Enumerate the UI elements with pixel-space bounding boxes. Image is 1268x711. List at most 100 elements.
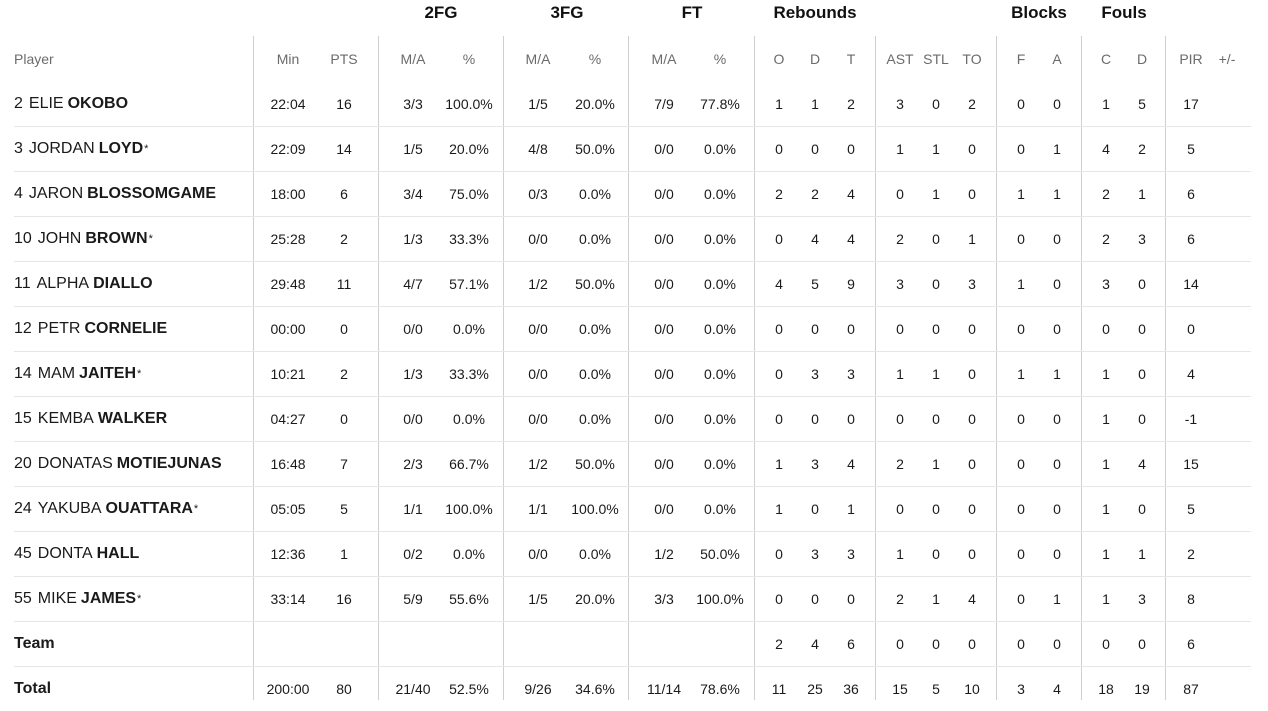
cell-foul-d: 0: [1138, 365, 1146, 382]
cell-foul-c: 3: [1102, 275, 1110, 292]
cell-3fg-ma: 0/0: [528, 545, 548, 562]
player-name-link[interactable]: 3 JORDAN LOYD *: [14, 126, 148, 171]
column-header-2fg-pct[interactable]: %: [462, 50, 476, 67]
cell-stl: 1: [932, 185, 940, 202]
column-header-stl[interactable]: STL: [923, 50, 949, 67]
player-name-link[interactable]: 2 ELIE OKOBO: [14, 81, 129, 126]
player-name-link[interactable]: 15 KEMBA WALKER: [14, 396, 168, 441]
cell-pts: 80: [336, 680, 352, 697]
column-header-ft-pct[interactable]: %: [713, 50, 727, 67]
divider: [875, 36, 876, 700]
player-name-link[interactable]: 11 ALPHA DIALLO: [14, 261, 154, 306]
column-header-2fg-ma[interactable]: M/A: [400, 50, 426, 67]
team-row: Team 2 4 6 0 0 0 0 0 0 0 6: [14, 621, 1251, 667]
column-header-foul-d[interactable]: D: [1136, 50, 1148, 67]
column-header-ast[interactable]: AST: [886, 50, 914, 67]
cell-pts: 6: [340, 185, 348, 202]
cell-2fg-pct: 66.7%: [449, 455, 489, 472]
cell-pts: 2: [340, 365, 348, 382]
player-last-name: HALL: [96, 544, 140, 562]
cell-pir: 6: [1187, 185, 1195, 202]
table-row: 10 JOHN BROWN * 25:28 2 1/3 33.3% 0/0 0.0% 0/0 0.0%…: [14, 216, 1251, 262]
player-number: 24: [14, 499, 32, 517]
column-header-min[interactable]: Min: [276, 50, 300, 67]
cell-reb-o: 1: [775, 455, 783, 472]
column-header-to[interactable]: TO: [962, 50, 982, 67]
cell-reb-d: 0: [811, 140, 819, 157]
cell-foul-c: 0: [1102, 635, 1110, 652]
cell-foul-c: 0: [1102, 320, 1110, 337]
player-name-link[interactable]: 24 YAKUBA OUATTARA *: [14, 486, 198, 531]
column-header-reb-t[interactable]: T: [846, 50, 856, 67]
cell-reb-t: 6: [847, 635, 855, 652]
cell-3fg-ma: 9/26: [524, 680, 552, 697]
cell-2fg-pct: 75.0%: [449, 185, 489, 202]
column-header-blk-f[interactable]: F: [1016, 50, 1026, 67]
column-header-player[interactable]: Player: [14, 50, 54, 67]
column-header-reb-o[interactable]: O: [773, 50, 785, 67]
player-name-link[interactable]: 55 MIKE JAMES *: [14, 576, 141, 621]
column-header-row: Player Min PTS M/A% M/A% M/A% O D T AST STL TO F A C D P…: [14, 36, 1251, 81]
column-header-pir[interactable]: PIR: [1179, 50, 1203, 67]
cell-to: 0: [968, 500, 976, 517]
cell-pir: 14: [1183, 275, 1199, 292]
player-first-name: DONATAS: [37, 454, 113, 472]
column-header-3fg-ma[interactable]: M/A: [525, 50, 551, 67]
player-name-link[interactable]: 10 JOHN BROWN *: [14, 216, 153, 261]
cell-min: 22:09: [270, 140, 306, 157]
cell-2fg-ma: 3/4: [403, 185, 423, 202]
cell-ft-pct: 0.0%: [704, 455, 736, 472]
starter-mark: *: [137, 367, 142, 380]
player-name-link[interactable]: 4 JARON BLOSSOMGAME: [14, 171, 217, 216]
cell-pts: 5: [340, 500, 348, 517]
player-first-name: MAM: [37, 364, 76, 382]
table-row: 55 MIKE JAMES * 33:14 16 5/9 55.6% 1/5 20.0% 3/3 10…: [14, 576, 1251, 622]
cell-3fg-ma: 0/0: [528, 410, 548, 427]
column-header-blk-a[interactable]: A: [1052, 50, 1062, 67]
cell-3fg-ma: 0/0: [528, 320, 548, 337]
player-name-link[interactable]: 45 DONTA HALL: [14, 531, 140, 576]
column-header-plus-minus[interactable]: +/-: [1218, 50, 1236, 67]
table-row: 4 JARON BLOSSOMGAME 18:00 6 3/4 75.0% 0/3 0.0% 0/…: [14, 171, 1251, 217]
player-last-name: BROWN: [85, 229, 148, 247]
table-row: 20 DONATAS MOTIEJUNAS 16:48 7 2/3 66.7% 1/2 50.0…: [14, 441, 1251, 487]
cell-min: 25:28: [270, 230, 306, 247]
cell-ft-ma: 0/0: [654, 410, 674, 427]
cell-reb-o: 0: [775, 365, 783, 382]
team-label: Team: [14, 634, 55, 652]
player-last-name: DIALLO: [93, 274, 153, 292]
cell-3fg-pct: 100.0%: [571, 500, 619, 517]
cell-blk-f: 0: [1017, 230, 1025, 247]
cell-min: 200:00: [266, 680, 310, 697]
player-name-link[interactable]: 14 MAM JAITEH *: [14, 351, 141, 396]
column-header-3fg-pct[interactable]: %: [588, 50, 602, 67]
player-last-name: BLOSSOMGAME: [87, 184, 217, 202]
column-header-pts[interactable]: PTS: [330, 50, 358, 67]
cell-ast: 0: [896, 500, 904, 517]
player-name-link[interactable]: 20 DONATAS MOTIEJUNAS: [14, 441, 223, 486]
column-header-ft-ma[interactable]: M/A: [651, 50, 677, 67]
cell-foul-c: 1: [1102, 455, 1110, 472]
cell-foul-d: 0: [1138, 500, 1146, 517]
cell-ast: 3: [896, 275, 904, 292]
cell-2fg-ma: 1/3: [403, 230, 423, 247]
player-number: 55: [14, 589, 32, 607]
divider: [1081, 36, 1082, 700]
group-header-row: 2FG 3FG FT Rebounds Blocks Fouls: [0, 0, 1268, 36]
cell-reb-t: 0: [847, 410, 855, 427]
cell-reb-o: 0: [775, 410, 783, 427]
cell-ast: 1: [896, 140, 904, 157]
cell-reb-o: 11: [771, 680, 787, 697]
player-last-name: MOTIEJUNAS: [116, 454, 222, 472]
cell-blk-a: 1: [1053, 140, 1061, 157]
cell-2fg-pct: 52.5%: [449, 680, 489, 697]
cell-2fg-ma: 0/2: [403, 545, 423, 562]
player-first-name: JARON: [28, 184, 84, 202]
column-header-foul-c[interactable]: C: [1100, 50, 1112, 67]
cell-reb-d: 3: [811, 365, 819, 382]
column-header-reb-d[interactable]: D: [809, 50, 821, 67]
cell-3fg-pct: 0.0%: [579, 320, 611, 337]
player-name-link[interactable]: 12 PETR CORNELIE: [14, 306, 168, 351]
cell-3fg-pct: 20.0%: [575, 95, 615, 112]
cell-3fg-ma: 0/0: [528, 230, 548, 247]
